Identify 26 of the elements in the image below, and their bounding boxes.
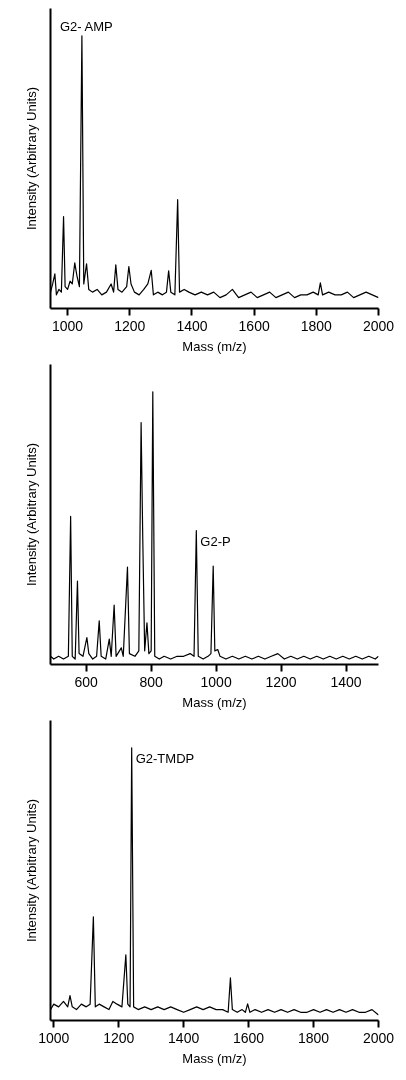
x-tick-label: 1200 [265, 673, 297, 690]
x-tick-label: 1800 [297, 1029, 330, 1046]
x-tick-label: 2000 [362, 1029, 395, 1046]
x-tick-label: 1800 [300, 317, 333, 334]
x-axis-title: Mass (m/z) [182, 1050, 247, 1066]
x-tick-label: 2000 [362, 317, 395, 334]
annotation: G2-P [200, 533, 231, 549]
x-tick-label: 1600 [238, 317, 270, 334]
x-tick-label: 1000 [200, 673, 232, 690]
x-tick-label: 1000 [52, 317, 84, 334]
y-axis-title: Intensity (Arbitrary Units) [23, 798, 39, 943]
annotation: G2- AMP [59, 18, 113, 34]
y-axis-title: Intensity (Arbitrary Units) [23, 442, 39, 587]
x-tick-label: 1000 [38, 1029, 70, 1046]
x-tick-label: 1400 [176, 317, 208, 334]
x-tick-label: 600 [74, 673, 99, 690]
x-axis-title: Mass (m/z) [182, 694, 247, 710]
x-axis-title: Mass (m/z) [182, 338, 247, 354]
x-tick-label: 1400 [168, 1029, 200, 1046]
x-tick-label: 1600 [233, 1029, 265, 1046]
x-tick-label: 1200 [114, 317, 146, 334]
x-tick-label: 1400 [330, 673, 362, 690]
x-tick-label: 800 [139, 673, 164, 690]
x-tick-label: 1200 [103, 1029, 135, 1046]
annotation: G2-TMDP [135, 750, 195, 766]
y-axis-title: Intensity (Arbitrary Units) [23, 86, 39, 231]
